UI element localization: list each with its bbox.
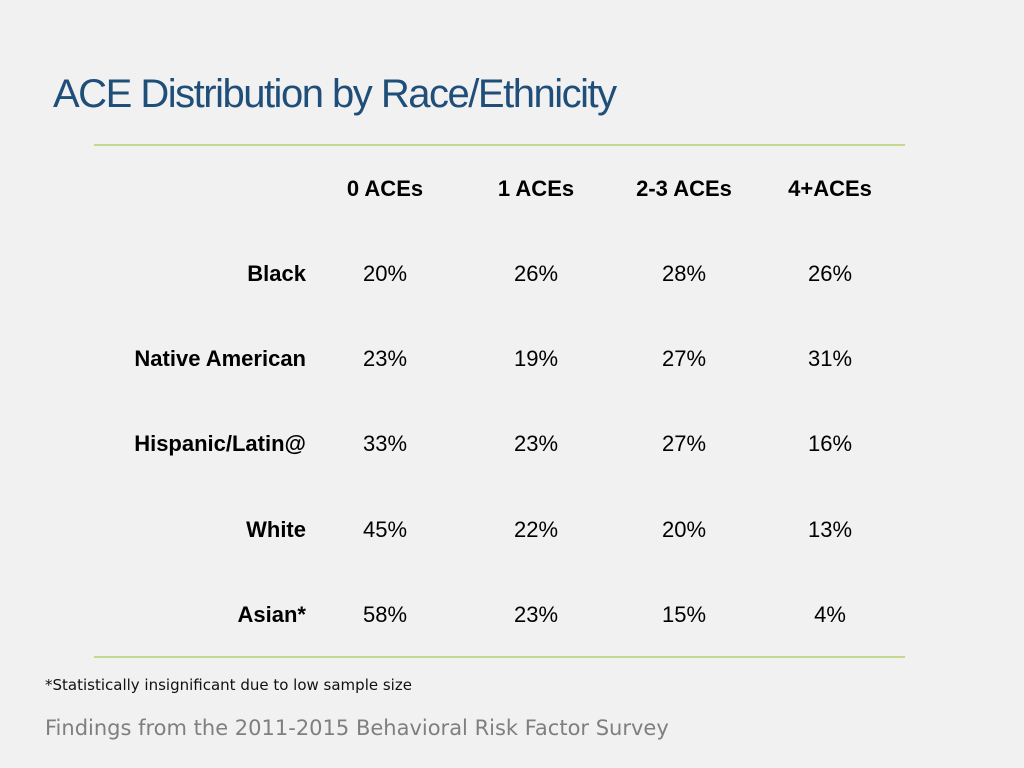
table-row: Black 20% 26% 28% 26%: [0, 261, 1024, 291]
table-cell: 22%: [513, 517, 559, 542]
table-cell: 4%: [814, 602, 846, 627]
table-cell: 27%: [661, 431, 707, 456]
source-caption: Findings from the 2011-2015 Behavioral R…: [45, 716, 669, 740]
table-row: Native American 23% 19% 27% 31%: [0, 346, 1024, 376]
table-cell: 20%: [661, 517, 707, 542]
table-cell: 28%: [661, 261, 707, 286]
table-cell: 26%: [513, 261, 559, 286]
column-header-2-3-aces: 2-3 ACEs: [636, 176, 732, 201]
table-cell: 27%: [661, 346, 707, 371]
table-cell: 45%: [362, 517, 408, 542]
column-header-1-aces: 1 ACEs: [497, 176, 575, 201]
bottom-divider: [94, 656, 905, 658]
row-label-hispanic-latin: Hispanic/Latin@: [134, 431, 306, 456]
table-row: Hispanic/Latin@ 33% 23% 27% 16%: [0, 431, 1024, 461]
table-cell: 26%: [807, 261, 853, 286]
table-cell: 13%: [807, 517, 853, 542]
table-cell: 31%: [807, 346, 853, 371]
top-divider: [94, 144, 905, 146]
table-cell: 33%: [362, 431, 408, 456]
table-row: Asian* 58% 23% 15% 4%: [0, 602, 1024, 632]
column-header-4-plus-aces: 4+ACEs: [788, 176, 872, 201]
table-cell: 23%: [513, 602, 559, 627]
table-cell: 58%: [362, 602, 408, 627]
row-label-native-american: Native American: [134, 346, 306, 371]
page-title: ACE Distribution by Race/Ethnicity: [53, 72, 617, 116]
row-label-black: Black: [247, 261, 306, 286]
footnote: *Statistically insignificant due to low …: [45, 676, 412, 694]
table-cell: 23%: [513, 431, 559, 456]
table-cell: 23%: [362, 346, 408, 371]
table-cell: 15%: [661, 602, 707, 627]
column-header-0-aces: 0 ACEs: [346, 176, 424, 201]
table-cell: 20%: [362, 261, 408, 286]
table-cell: 19%: [513, 346, 559, 371]
row-label-white: White: [246, 517, 306, 542]
row-label-asian: Asian*: [237, 602, 306, 627]
table-cell: 16%: [807, 431, 853, 456]
table-row: White 45% 22% 20% 13%: [0, 517, 1024, 547]
